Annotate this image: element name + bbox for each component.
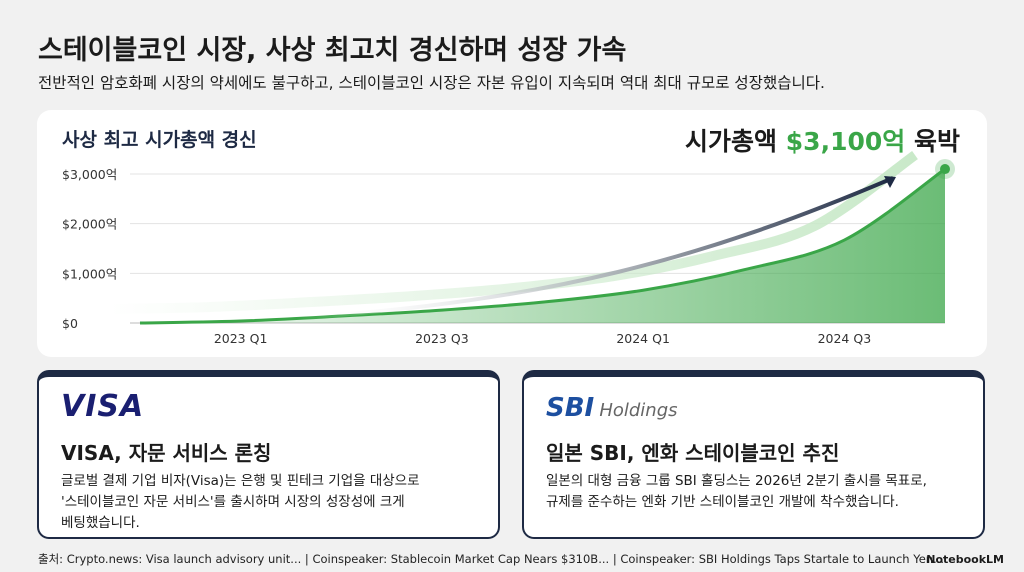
annotation-prefix: 시가총액 <box>685 127 777 156</box>
card: VISA VISA, 자문 서비스 론칭 글로벌 결제 기업 비자(Visa)는… <box>37 370 500 539</box>
sources-label: 출처: <box>38 552 64 566</box>
card-body: 글로벌 결제 기업 비자(Visa)는 은행 및 핀테크 기업을 대상으로 '스테… <box>61 471 420 534</box>
card: SBI Holdings 일본 SBI, 엔화 스테이블코인 추진 일본의 대형… <box>522 370 985 539</box>
x-tick-label: 2023 Q3 <box>415 331 469 346</box>
logo-sub: Holdings <box>599 400 678 421</box>
glow-line <box>109 150 918 314</box>
area <box>140 169 945 323</box>
annotation-suffix: 육박 <box>914 127 960 156</box>
body-line: 규제를 준수하는 엔화 기반 스테이블코인 개발에 착수했습니다. <box>546 494 899 510</box>
chart: 사상 최고 시가총액 경신 시가총액 $3,100억 육박 $0 $1,000억 $… <box>62 127 960 346</box>
trend-arrow <box>299 176 894 320</box>
chart-title: 사상 최고 시가총액 경신 <box>62 129 257 151</box>
body-line: 일본의 대형 금융 그룹 SBI 홀딩스는 2026년 2분기 출시를 목표로, <box>546 473 927 489</box>
logo-mark: SBI <box>546 393 595 423</box>
logo: SBI Holdings <box>546 393 678 423</box>
source: Coinspeaker: SBI Holdings Taps Startale … <box>620 552 945 566</box>
y-tick-label: $3,000억 <box>62 167 117 182</box>
x-tick-label: 2023 Q1 <box>214 331 268 346</box>
card-title: 일본 SBI, 엔화 스테이블코인 추진 <box>546 441 840 465</box>
logo: VISA <box>61 389 145 424</box>
y-tick-label: $2,000억 <box>62 217 117 232</box>
source: Coinspeaker: Stablecoin Market Cap Nears… <box>312 552 610 566</box>
x-tick-label: 2024 Q3 <box>818 331 872 346</box>
y-tick-label: $0 <box>62 316 78 331</box>
card-title: VISA, 자문 서비스 론칭 <box>61 441 272 465</box>
line <box>139 167 946 325</box>
y-tick-label: $1,000억 <box>62 266 117 281</box>
body-line: 베팅했습니다. <box>61 515 140 531</box>
x-tick-label: 2024 Q1 <box>616 331 670 346</box>
end-point <box>940 164 950 175</box>
title: 스테이블코인 시장, 사상 최고치 경신하며 성장 가속 <box>38 35 627 66</box>
body-line: 글로벌 결제 기업 비자(Visa)는 은행 및 핀테크 기업을 대상으로 <box>61 473 420 489</box>
brand: NotebookLM <box>926 553 1004 566</box>
annotation-value: $3,100억 <box>786 127 905 156</box>
annotation: 시가총액 $3,100억 육박 <box>685 127 960 156</box>
source: Crypto.news: Visa launch advisory unit..… <box>66 552 302 566</box>
arrow-head <box>884 176 896 188</box>
subtitle: 전반적인 암호화폐 시장의 약세에도 불구하고, 스테이블코인 시장은 자본 유… <box>38 74 825 92</box>
card-body: 일본의 대형 금융 그룹 SBI 홀딩스는 2026년 2분기 출시를 목표로,… <box>546 471 927 513</box>
body-line: '스테이블코인 자문 서비스'를 출시하며 시장의 성장성에 크게 <box>61 494 405 510</box>
sources: 출처: Crypto.news: Visa launch advisory un… <box>38 552 945 566</box>
